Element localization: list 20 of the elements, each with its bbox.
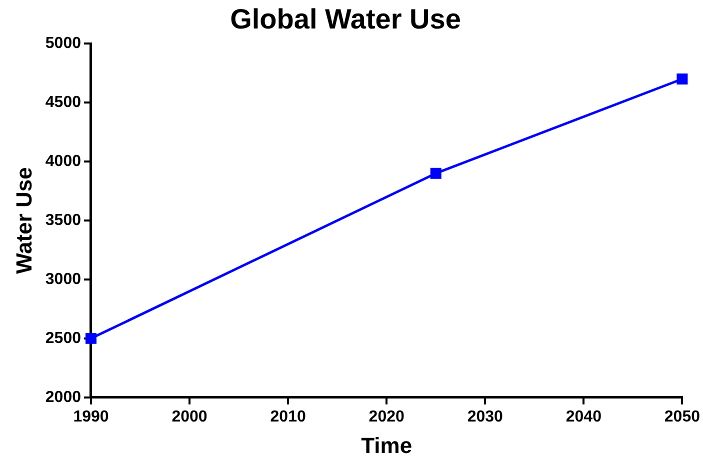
y-tick-label: 2500 (45, 330, 82, 347)
x-tick-label: 2030 (467, 408, 504, 426)
x-tick-label: 1990 (73, 408, 109, 426)
x-tick-label: 2010 (270, 408, 306, 426)
x-tick-label: 2050 (664, 408, 700, 426)
x-tick-label: 2040 (566, 408, 602, 426)
chart-title: Global Water Use (230, 4, 461, 35)
y-tick-label: 4000 (45, 152, 82, 170)
y-tick-label: 4500 (45, 94, 82, 111)
point (430, 168, 442, 179)
x-tick-label: 2020 (368, 408, 404, 426)
x-tick-label: 2000 (172, 408, 208, 426)
point (86, 332, 96, 344)
point (676, 73, 688, 84)
y-tick-label: 3500 (45, 212, 82, 229)
y-axis-title: Water Use (11, 167, 36, 274)
y-tick-label: 5000 (45, 35, 82, 52)
x-axis-title: Time (361, 432, 412, 458)
y-tick-label: 3000 (45, 270, 82, 288)
y-tick-label: 2000 (45, 388, 82, 406)
